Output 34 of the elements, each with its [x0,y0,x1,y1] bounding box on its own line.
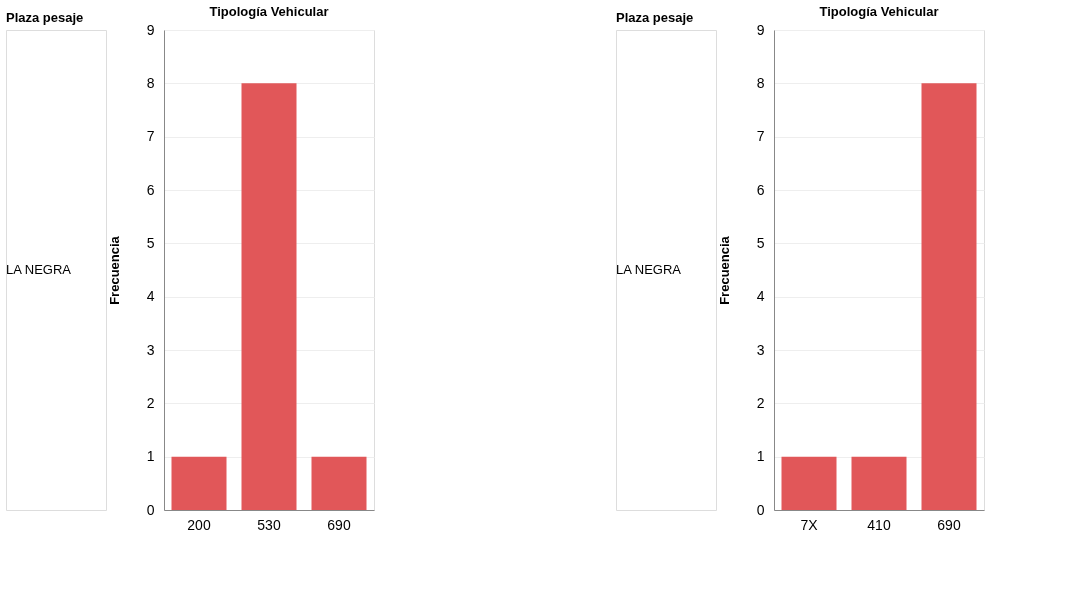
y-tick-label: 2 [756,394,765,411]
y-tick-label: 1 [756,448,765,465]
x-tick-label: 200 [187,516,211,533]
y-tick-label: 6 [146,181,155,198]
y-tick-label: 7 [756,128,765,145]
text: LA NEGRA [616,262,682,277]
y-tick-label: 8 [146,74,155,91]
y-tick-label: 9 [756,21,765,38]
x-tick-label: 690 [937,516,961,533]
x-axis-title: Tipología Vehicular [209,4,329,19]
y-tick-label: 1 [146,448,155,465]
y-tick-label: 6 [756,181,765,198]
y-axis-title: Frecuencia [106,235,122,305]
y-tick-label: 4 [146,288,155,305]
text: Plaza pesaje [616,10,694,25]
y-tick-label: 5 [146,234,155,251]
y-tick-label: 3 [146,341,155,358]
x-tick-label: 530 [257,516,281,533]
y-tick-label: 0 [146,501,155,518]
y-tick-label: 5 [756,234,765,251]
y-tick-label: 2 [146,394,155,411]
y-tick-label: 7 [146,128,155,145]
y-tick-label: 9 [146,21,155,38]
y-tick-label: 8 [756,74,765,91]
y-tick-label: 4 [756,288,765,305]
x-axis-title: Tipología Vehicular [819,4,939,19]
x-tick-label: 690 [327,516,351,533]
y-axis-title: Frecuencia [716,235,732,305]
x-tick-label: 410 [867,516,891,533]
y-tick-label: 0 [756,501,765,518]
x-tick-label: 7X [800,516,819,533]
y-tick-label: 3 [756,341,765,358]
text: Plaza pesaje [6,10,84,25]
text: LA NEGRA [6,262,72,277]
